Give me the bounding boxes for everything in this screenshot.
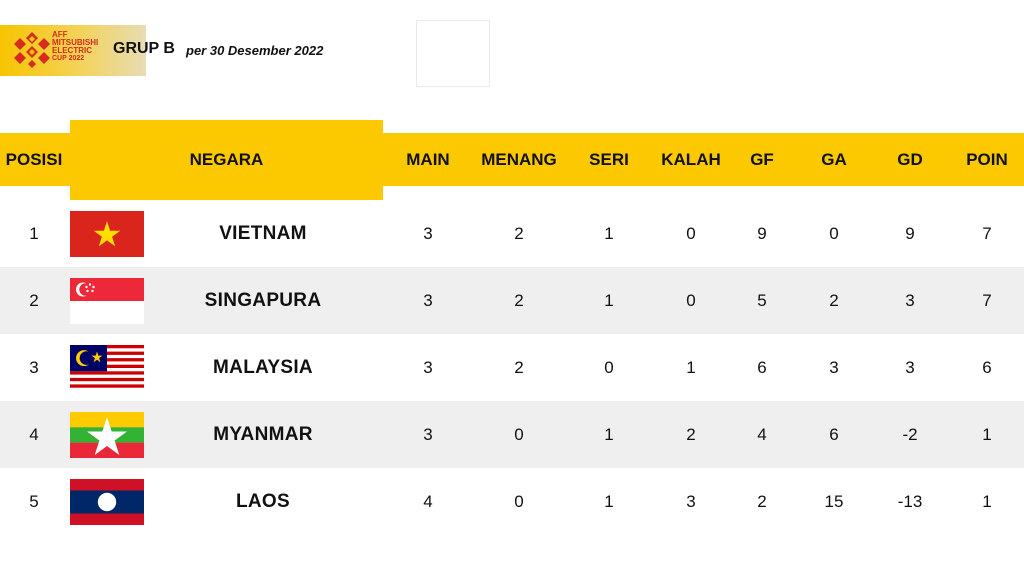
vietnam-flag-icon — [70, 211, 144, 257]
image-placeholder — [416, 20, 490, 87]
date-label: per 30 Desember 2022 — [186, 43, 324, 58]
col-kalah: KALAH — [661, 150, 721, 169]
col-ga: GA — [821, 150, 847, 169]
col-main: MAIN — [406, 150, 450, 169]
col-gd: GD — [897, 150, 923, 169]
cell-main: 3 — [423, 425, 433, 444]
cell-seri: 1 — [604, 291, 614, 310]
cell-posisi: 5 — [29, 492, 39, 511]
cell-menang: 2 — [514, 291, 524, 310]
cell-poin: 7 — [982, 224, 992, 243]
malaysia-flag-icon — [70, 345, 144, 391]
col-seri: SERI — [589, 150, 629, 169]
cell-kalah: 2 — [686, 425, 696, 444]
table-row: 1 VIETNAM 3 2 1 0 9 0 9 7 — [0, 200, 1024, 267]
cell-gf: 2 — [757, 492, 767, 511]
aff-cup-logo-icon — [14, 32, 50, 68]
col-negara: NEGARA — [189, 150, 264, 169]
cell-poin: 7 — [982, 291, 992, 310]
cell-gd: -13 — [897, 492, 923, 511]
cell-poin: 1 — [982, 492, 992, 511]
cell-ga: 2 — [829, 291, 839, 310]
header-banner — [0, 25, 146, 76]
col-poin: POIN — [966, 150, 1008, 169]
singapore-flag-icon — [70, 278, 144, 324]
cell-menang: 0 — [514, 492, 524, 511]
table-row: 3 MALAYSIA 3 2 0 1 6 3 3 6 — [0, 334, 1024, 401]
cell-posisi: 2 — [29, 291, 39, 310]
myanmar-flag-icon — [70, 412, 144, 458]
cell-gd: -2 — [902, 425, 918, 444]
cell-menang: 0 — [514, 425, 524, 444]
cell-negara: SINGAPURA — [204, 290, 322, 311]
table-row: 4 MYANMAR 3 0 1 2 4 6 -2 1 — [0, 401, 1024, 468]
table-row: 2 SINGAPURA 3 2 1 0 5 2 3 7 — [0, 267, 1024, 334]
cell-ga: 0 — [829, 224, 839, 243]
cell-gd: 3 — [905, 291, 915, 310]
cell-ga: 3 — [829, 358, 839, 377]
table-row: 5 LAOS 4 0 1 3 2 15 -13 1 — [0, 468, 1024, 535]
cell-ga: 6 — [829, 425, 839, 444]
cell-menang: 2 — [514, 358, 524, 377]
cell-ga: 15 — [824, 492, 844, 511]
cell-main: 4 — [423, 492, 433, 511]
cell-gf: 6 — [757, 358, 767, 377]
cell-seri: 1 — [604, 492, 614, 511]
cell-gd: 3 — [905, 358, 915, 377]
group-title: GRUP B — [113, 40, 175, 57]
laos-flag-icon — [70, 479, 144, 525]
cell-main: 3 — [423, 291, 433, 310]
cell-menang: 2 — [514, 224, 524, 243]
cell-poin: 1 — [982, 425, 992, 444]
cell-kalah: 0 — [686, 224, 696, 243]
cell-gf: 9 — [757, 224, 767, 243]
cell-negara: LAOS — [236, 491, 290, 512]
cell-negara: MYANMAR — [213, 424, 313, 445]
cell-main: 3 — [423, 224, 433, 243]
col-menang: MENANG — [481, 150, 557, 169]
col-posisi: POSISI — [5, 150, 63, 169]
cell-posisi: 1 — [29, 224, 39, 243]
cell-seri: 0 — [604, 358, 614, 377]
cell-posisi: 4 — [29, 425, 39, 444]
cell-kalah: 0 — [686, 291, 696, 310]
cell-gf: 4 — [757, 425, 767, 444]
cell-negara: VIETNAM — [219, 223, 307, 244]
cell-gd: 9 — [905, 224, 915, 243]
cell-kalah: 3 — [686, 492, 696, 511]
cell-gf: 5 — [757, 291, 767, 310]
cell-poin: 6 — [982, 358, 992, 377]
cell-kalah: 1 — [686, 358, 696, 377]
col-gf: GF — [750, 150, 774, 169]
cell-seri: 1 — [604, 224, 614, 243]
cell-main: 3 — [423, 358, 433, 377]
cell-seri: 1 — [604, 425, 614, 444]
cell-posisi: 3 — [29, 358, 39, 377]
cell-negara: MALAYSIA — [213, 357, 313, 378]
negara-header-block — [70, 120, 383, 200]
logo-wordmark: AFF MITSUBISHI ELECTRIC CUP 2022 — [52, 30, 99, 63]
